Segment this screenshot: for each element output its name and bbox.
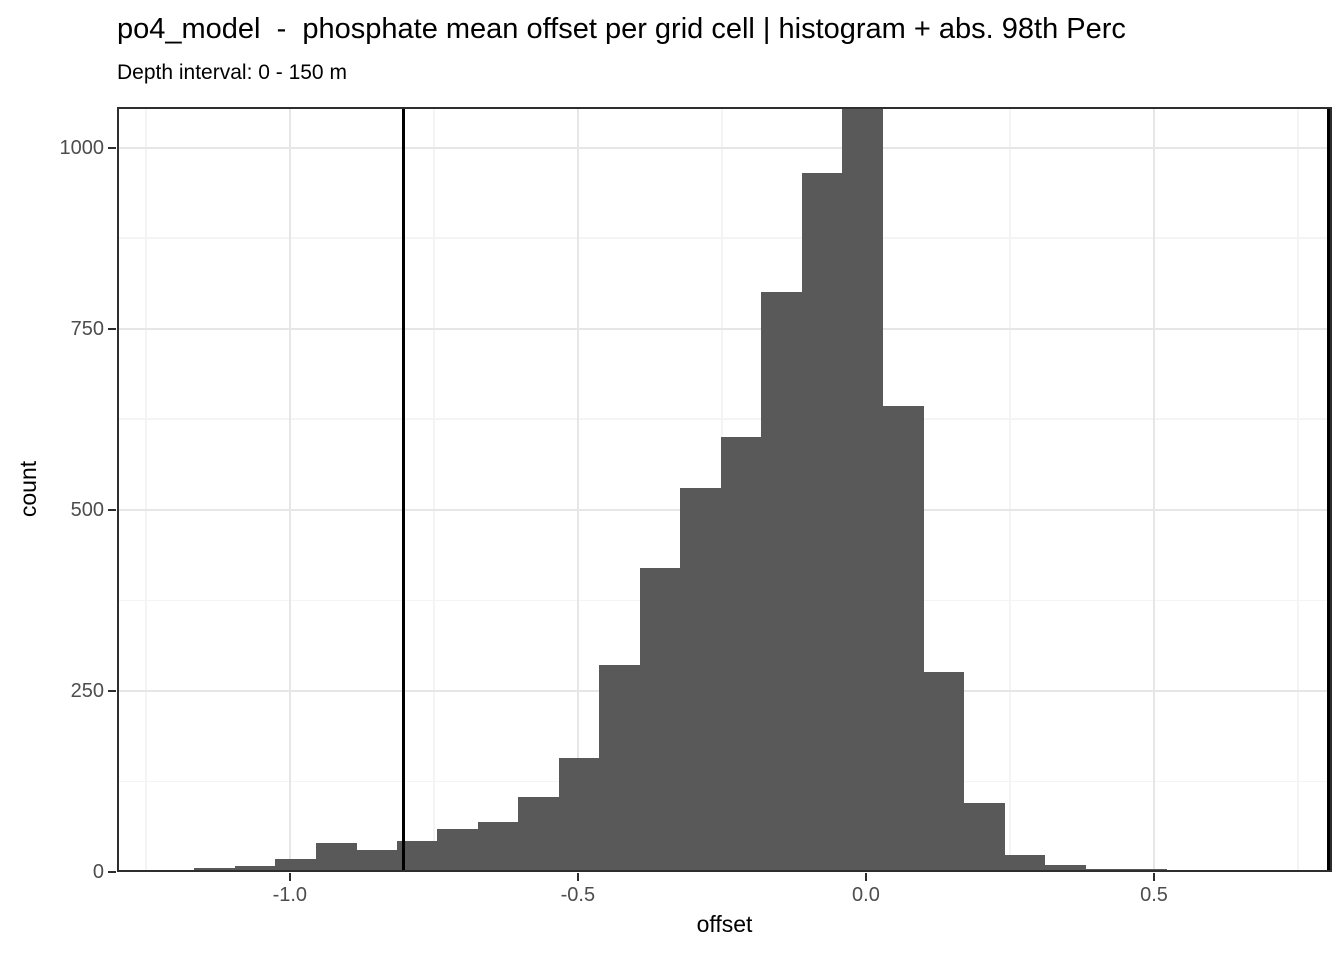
- histogram-bar: [315, 843, 357, 872]
- x-gridline-major: [576, 107, 579, 872]
- y-gridline-minor: [117, 237, 1332, 239]
- histogram-bar: [963, 803, 1005, 872]
- x-gridline-minor: [1009, 107, 1011, 872]
- y-tick: [108, 871, 116, 873]
- x-tick-label: -0.5: [560, 884, 596, 906]
- x-tick: [288, 873, 291, 881]
- percentile-vline: [401, 107, 405, 872]
- histogram-bar: [801, 172, 843, 872]
- plot-panel: [117, 107, 1332, 872]
- x-gridline-major: [288, 107, 291, 872]
- histogram-bar: [599, 664, 641, 872]
- histogram-bar: [761, 292, 803, 872]
- y-tick: [108, 689, 116, 692]
- x-gridline-major: [1152, 107, 1155, 872]
- x-tick-label: 0.5: [1140, 884, 1168, 906]
- histogram-bar: [639, 567, 681, 872]
- histogram-bar: [842, 107, 884, 872]
- x-tick: [1152, 873, 1155, 881]
- histogram-bar: [923, 672, 965, 872]
- x-tick: [576, 873, 579, 881]
- histogram-bar: [194, 868, 236, 872]
- y-gridline-minor: [117, 418, 1332, 420]
- x-gridline-minor: [1297, 107, 1299, 872]
- histogram-bar: [1004, 855, 1046, 872]
- x-axis-title: offset: [696, 911, 753, 937]
- histogram-bar: [1125, 869, 1167, 872]
- y-tick: [108, 327, 116, 330]
- y-tick-label: 250: [70, 679, 104, 702]
- y-axis-title: count: [15, 460, 41, 518]
- histogram-bar: [356, 850, 398, 872]
- y-gridline-major: [117, 146, 1332, 149]
- y-tick-label: 0: [92, 861, 104, 883]
- histogram-bar: [234, 866, 276, 872]
- y-tick: [108, 146, 116, 149]
- histogram-bar: [680, 488, 722, 872]
- histogram-bar: [437, 828, 479, 872]
- y-tick-label: 500: [70, 498, 104, 521]
- percentile-vline: [1327, 107, 1331, 872]
- y-gridline-major: [117, 327, 1332, 330]
- y-tick: [108, 508, 116, 511]
- histogram-bar: [153, 870, 195, 872]
- histogram-bar: [477, 822, 519, 872]
- histogram-bar: [1085, 869, 1127, 872]
- histogram-bar: [275, 858, 317, 872]
- y-tick-label: 750: [70, 317, 104, 340]
- chart-subtitle: Depth interval: 0 - 150 m: [117, 61, 347, 84]
- x-gridline-minor: [145, 107, 147, 872]
- histogram-bar: [882, 406, 924, 872]
- chart-title: po4_model - phosphate mean offset per gr…: [117, 13, 1126, 45]
- histogram-bar: [558, 758, 600, 872]
- x-tick-label: 0.0: [852, 884, 880, 906]
- histogram-bar: [518, 797, 560, 872]
- y-tick-label: 1000: [59, 136, 105, 159]
- histogram-bar: [1166, 870, 1208, 872]
- histogram-bar: [1206, 870, 1248, 872]
- histogram-bar: [1044, 864, 1086, 872]
- x-tick-label: -1.0: [272, 884, 308, 906]
- x-tick: [864, 873, 867, 881]
- x-gridline-minor: [433, 107, 435, 872]
- histogram-bar: [720, 437, 762, 872]
